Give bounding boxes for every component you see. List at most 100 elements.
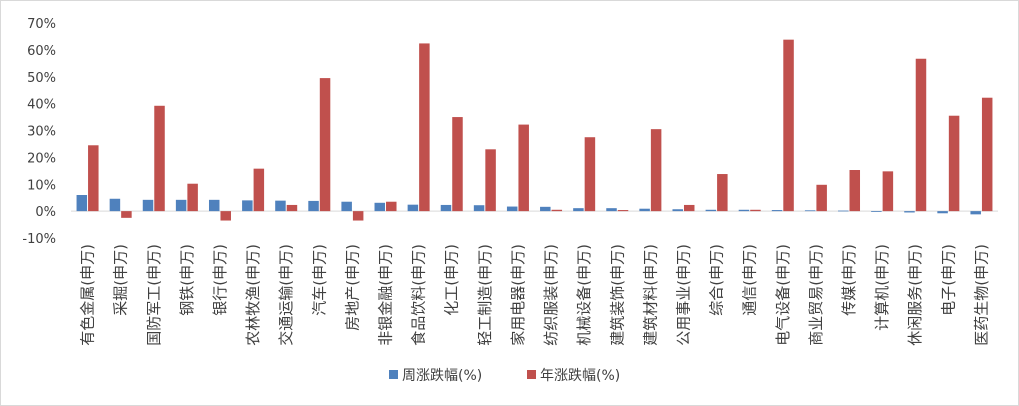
- y-tick-label: 50%: [27, 71, 56, 86]
- category-label: 国防军工(申万): [145, 244, 163, 346]
- bar-yearly: [485, 149, 496, 212]
- bar-weekly: [573, 208, 584, 212]
- category-label: 建筑装饰(申万): [608, 244, 626, 346]
- bar-weekly: [275, 200, 286, 212]
- bar-yearly: [88, 145, 99, 212]
- bar-yearly: [452, 117, 463, 212]
- legend-label-weekly: 周涨跌幅(%): [402, 368, 482, 384]
- y-tick-label: 40%: [27, 98, 56, 113]
- bar-yearly: [683, 204, 695, 212]
- bar-weekly: [838, 210, 849, 212]
- bar-yearly: [750, 209, 761, 212]
- legend-swatch-yearly: [527, 370, 536, 379]
- category-label: 休闲服务(申万): [906, 244, 924, 346]
- bar-yearly: [419, 43, 430, 212]
- category-label: 机械设备(申万): [575, 244, 593, 346]
- category-label: 通信(申万): [741, 244, 759, 316]
- category-label: 农林牧渔(申万): [244, 244, 262, 346]
- category-label: 交通运输(申万): [277, 244, 295, 346]
- category-label: 综合(申万): [708, 244, 726, 316]
- bar-weekly: [705, 209, 717, 212]
- category-label: 家用电器(申万): [509, 244, 527, 346]
- bar-yearly: [816, 184, 827, 212]
- category-label: 食品饮料(申万): [410, 244, 428, 346]
- bar-weekly: [540, 206, 551, 212]
- category-label: 轻工制造(申万): [476, 244, 494, 346]
- bar-yearly: [882, 171, 894, 212]
- bar-yearly: [981, 97, 993, 212]
- bars: [76, 39, 993, 221]
- bar-weekly: [308, 200, 319, 212]
- bar-weekly: [937, 211, 948, 214]
- bar-weekly: [804, 210, 816, 212]
- bar-yearly: [518, 124, 529, 212]
- category-label: 建筑材料(申万): [641, 244, 659, 346]
- bar-yearly: [584, 137, 596, 212]
- legend-swatch-weekly: [389, 370, 398, 379]
- bar-weekly: [208, 199, 220, 212]
- bar-yearly: [253, 168, 265, 212]
- bar-weekly: [76, 195, 88, 212]
- bar-weekly: [341, 201, 352, 212]
- bar-weekly: [672, 209, 683, 212]
- y-tick-label: -10%: [22, 232, 56, 247]
- y-tick-label: 10%: [27, 178, 56, 193]
- category-label: 计算机(申万): [873, 244, 891, 331]
- y-tick-label: 0%: [35, 205, 56, 220]
- bar-yearly: [154, 105, 165, 212]
- bar-yearly: [783, 39, 794, 212]
- category-label: 医药生物(申万): [972, 244, 990, 346]
- bar-yearly: [717, 174, 728, 212]
- y-tick-label: 20%: [27, 151, 56, 166]
- legend: 周涨跌幅(%) 年涨跌幅(%): [389, 368, 620, 384]
- bar-weekly: [639, 208, 650, 212]
- category-label: 商业贸易(申万): [807, 244, 825, 346]
- category-label: 非银金融(申万): [377, 244, 395, 346]
- bar-yearly: [948, 115, 960, 212]
- bar-weekly: [871, 211, 882, 212]
- bar-weekly: [175, 199, 187, 212]
- y-tick-label: 70%: [27, 17, 56, 32]
- category-label: 电气设备(申万): [774, 244, 792, 346]
- bar-yearly: [121, 211, 132, 218]
- bar-yearly: [650, 129, 662, 212]
- bar-yearly: [286, 204, 298, 212]
- bar-weekly: [506, 206, 518, 212]
- bar-yearly: [551, 209, 563, 212]
- bar-weekly: [970, 211, 981, 215]
- bar-weekly: [473, 205, 485, 212]
- bar-weekly: [142, 199, 154, 212]
- legend-label-yearly: 年涨跌幅(%): [540, 368, 620, 384]
- y-tick-label: 60%: [27, 44, 56, 59]
- bar-yearly: [220, 211, 231, 221]
- bar-weekly: [242, 200, 253, 212]
- category-label: 银行(申万): [211, 244, 229, 316]
- category-label: 汽车(申万): [310, 244, 328, 316]
- bar-weekly: [606, 208, 617, 212]
- category-label: 有色金属(申万): [79, 244, 97, 346]
- category-label: 纺织服装(申万): [542, 244, 560, 346]
- bar-yearly: [319, 78, 331, 212]
- bar-yearly: [915, 58, 927, 212]
- category-label: 电子(申万): [939, 244, 957, 316]
- category-label: 化工(申万): [443, 244, 461, 316]
- bar-yearly: [386, 201, 397, 212]
- bar-yearly: [617, 210, 629, 212]
- bar-weekly: [440, 204, 452, 212]
- y-tick-label: 30%: [27, 125, 56, 140]
- category-labels: 有色金属(申万) 采掘(申万) 国防军工(申万) 钢铁(申万) 银行(申万) 农林牧渔(申…: [79, 244, 991, 346]
- bar-weekly: [374, 202, 386, 212]
- bar-yearly: [187, 183, 198, 212]
- bar-weekly: [904, 211, 915, 213]
- bar-weekly: [771, 210, 783, 212]
- category-label: 公用事业(申万): [674, 244, 692, 346]
- category-label: 钢铁(申万): [178, 244, 196, 316]
- bar-weekly: [407, 204, 419, 212]
- category-label: 房地产(申万): [343, 244, 361, 331]
- bar-weekly: [738, 209, 750, 212]
- bar-yearly: [849, 170, 861, 212]
- category-label: 传媒(申万): [840, 244, 858, 316]
- category-label: 采掘(申万): [112, 244, 130, 316]
